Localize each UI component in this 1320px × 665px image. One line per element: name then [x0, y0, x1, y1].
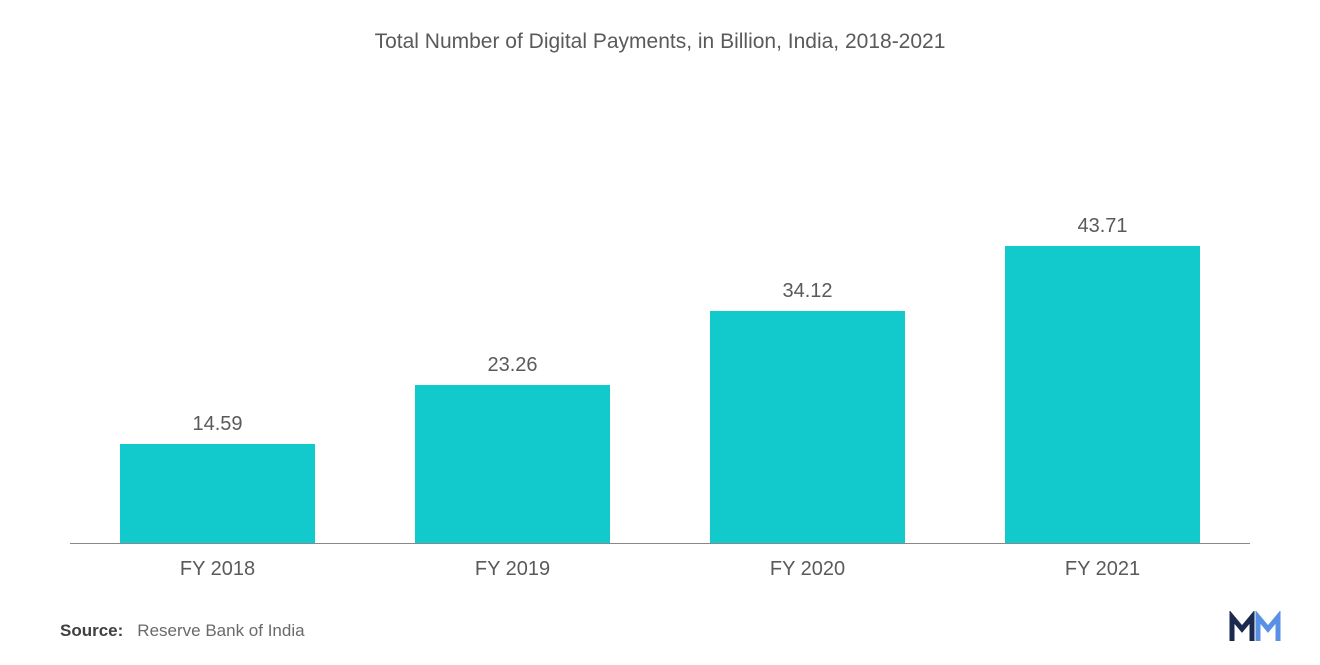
x-axis-labels: FY 2018 FY 2019 FY 2020 FY 2021: [70, 558, 1250, 581]
bar-group-2: 34.12: [678, 104, 938, 543]
bar-value-0: 14.59: [192, 413, 242, 436]
bar-group-1: 23.26: [383, 104, 643, 543]
chart-plot-area: 14.59 23.26 34.12 43.71: [70, 104, 1250, 544]
bar-value-1: 23.26: [487, 354, 537, 377]
source-row: Source: Reserve Bank of India: [60, 621, 305, 641]
bar-group-0: 14.59: [88, 104, 348, 543]
logo-icon: [1228, 611, 1284, 645]
x-label-2: FY 2020: [678, 558, 938, 581]
bar-1: [415, 385, 610, 543]
bar-0: [120, 444, 315, 543]
bar-group-3: 43.71: [973, 104, 1233, 543]
bar-2: [710, 311, 905, 543]
brand-logo: [1228, 611, 1284, 645]
chart-title: Total Number of Digital Payments, in Bil…: [60, 30, 1260, 54]
x-label-0: FY 2018: [88, 558, 348, 581]
source-label: Source:: [60, 621, 123, 641]
x-label-1: FY 2019: [383, 558, 643, 581]
source-text: Reserve Bank of India: [137, 621, 304, 641]
bar-3: [1005, 246, 1200, 543]
bar-value-2: 34.12: [782, 280, 832, 303]
x-label-3: FY 2021: [973, 558, 1233, 581]
chart-container: Total Number of Digital Payments, in Bil…: [0, 0, 1320, 665]
bar-value-3: 43.71: [1077, 215, 1127, 238]
